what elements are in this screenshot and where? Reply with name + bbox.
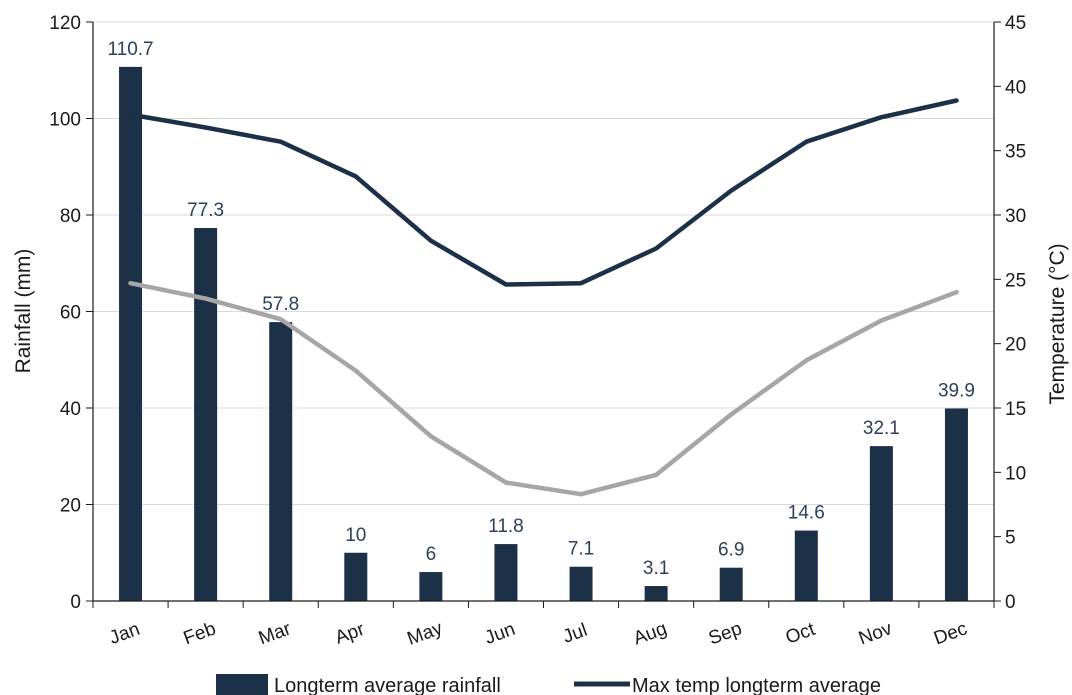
- left-tick-label: 0: [70, 592, 81, 613]
- rainfall-label-dec: 39.9: [938, 380, 975, 401]
- left-tick-label: 80: [60, 206, 81, 227]
- x-tick-label-may: May: [405, 618, 446, 650]
- x-tick-label-nov: Nov: [856, 618, 895, 649]
- right-tick-label: 0: [1005, 592, 1016, 613]
- x-tick-label-mar: Mar: [256, 618, 295, 649]
- legend-max-temp-label: Max temp longterm average: [632, 675, 881, 695]
- legend-rainfall-label: Longterm average rainfall: [274, 675, 501, 695]
- right-tick-label: 5: [1005, 528, 1016, 549]
- rainfall-bar-jul: [569, 566, 593, 601]
- left-tick-label: 60: [60, 303, 81, 324]
- rainfall-bar-oct: [794, 530, 818, 601]
- left-tick-label: 120: [49, 13, 81, 34]
- rainfall-label-aug: 3.1: [643, 558, 669, 579]
- rainfall-bars: [119, 66, 968, 601]
- x-tick-label-jul: Jul: [560, 620, 590, 648]
- x-tick-label-apr: Apr: [332, 619, 368, 649]
- rainfall-bar-aug: [644, 586, 668, 601]
- right-tick-label: 25: [1005, 270, 1026, 291]
- rainfall-bar-may: [419, 572, 443, 601]
- rainfall-label-jun: 11.8: [488, 516, 524, 537]
- x-tick-label-feb: Feb: [181, 618, 219, 649]
- rainfall-bar-jan: [119, 66, 143, 601]
- x-tick-label-oct: Oct: [783, 619, 819, 649]
- line-grey-temperature: [128, 280, 959, 497]
- legend-rainfall-swatch: [216, 674, 268, 695]
- rainfall-label-may: 6: [426, 544, 437, 565]
- bar-data-labels: 110.7 77.3 57.8 10 6 11.8 7.1 3.1 6.9 14.6 32.1 39.…: [107, 39, 974, 579]
- right-tick-label: 45: [1005, 13, 1026, 34]
- right-tick-label: 20: [1005, 335, 1026, 356]
- right-axis-title: Temperature (°C): [1046, 243, 1069, 404]
- rainfall-label-nov: 32.1: [863, 418, 900, 439]
- rainfall-bar-apr: [344, 552, 368, 601]
- rainfall-bar-mar: [269, 322, 293, 601]
- rainfall-label-oct: 14.6: [788, 503, 825, 524]
- x-axis-ticks: Jan Feb Mar Apr May Jun Jul Aug Sep Oct Nov Dec: [92, 601, 995, 650]
- left-axis-title: Rainfall (mm): [12, 249, 35, 374]
- left-axis-ticks: 0 20 40 60 80 100 120: [49, 13, 93, 613]
- rainfall-label-jan: 110.7: [107, 39, 153, 60]
- line-max-temp-longterm-average: [128, 98, 959, 287]
- rainfall-bar-feb: [194, 228, 218, 601]
- gridlines: [93, 21, 994, 505]
- left-tick-label: 40: [60, 399, 81, 420]
- x-tick-label-aug: Aug: [631, 618, 670, 649]
- right-tick-label: 10: [1005, 463, 1026, 484]
- left-tick-label: 100: [49, 110, 81, 131]
- right-tick-label: 35: [1005, 142, 1026, 163]
- rainfall-label-apr: 10: [345, 525, 366, 546]
- temperature-lines: [128, 98, 959, 497]
- legend: Longterm average rainfall Max temp longt…: [216, 674, 881, 695]
- right-tick-label: 30: [1005, 206, 1026, 227]
- rainfall-bar-jun: [494, 544, 518, 601]
- rainfall-bar-sep: [719, 567, 743, 601]
- x-tick-label-dec: Dec: [931, 618, 970, 649]
- rainfall-bar-nov: [869, 446, 893, 601]
- x-tick-label-sep: Sep: [706, 618, 745, 649]
- right-tick-label: 40: [1005, 77, 1026, 98]
- rainfall-label-jul: 7.1: [568, 539, 594, 560]
- rainfall-label-feb: 77.3: [187, 200, 224, 221]
- rainfall-label-sep: 6.9: [718, 540, 744, 561]
- left-tick-label: 20: [60, 496, 81, 517]
- right-tick-label: 15: [1005, 399, 1026, 420]
- x-tick-label-jan: Jan: [107, 619, 143, 649]
- rainfall-label-mar: 57.8: [262, 294, 299, 315]
- rainfall-bar-dec: [944, 408, 968, 601]
- x-tick-label-jun: Jun: [482, 619, 518, 649]
- right-axis-ticks: 0 5 10 15 20 25 30 35 40 45: [994, 13, 1026, 613]
